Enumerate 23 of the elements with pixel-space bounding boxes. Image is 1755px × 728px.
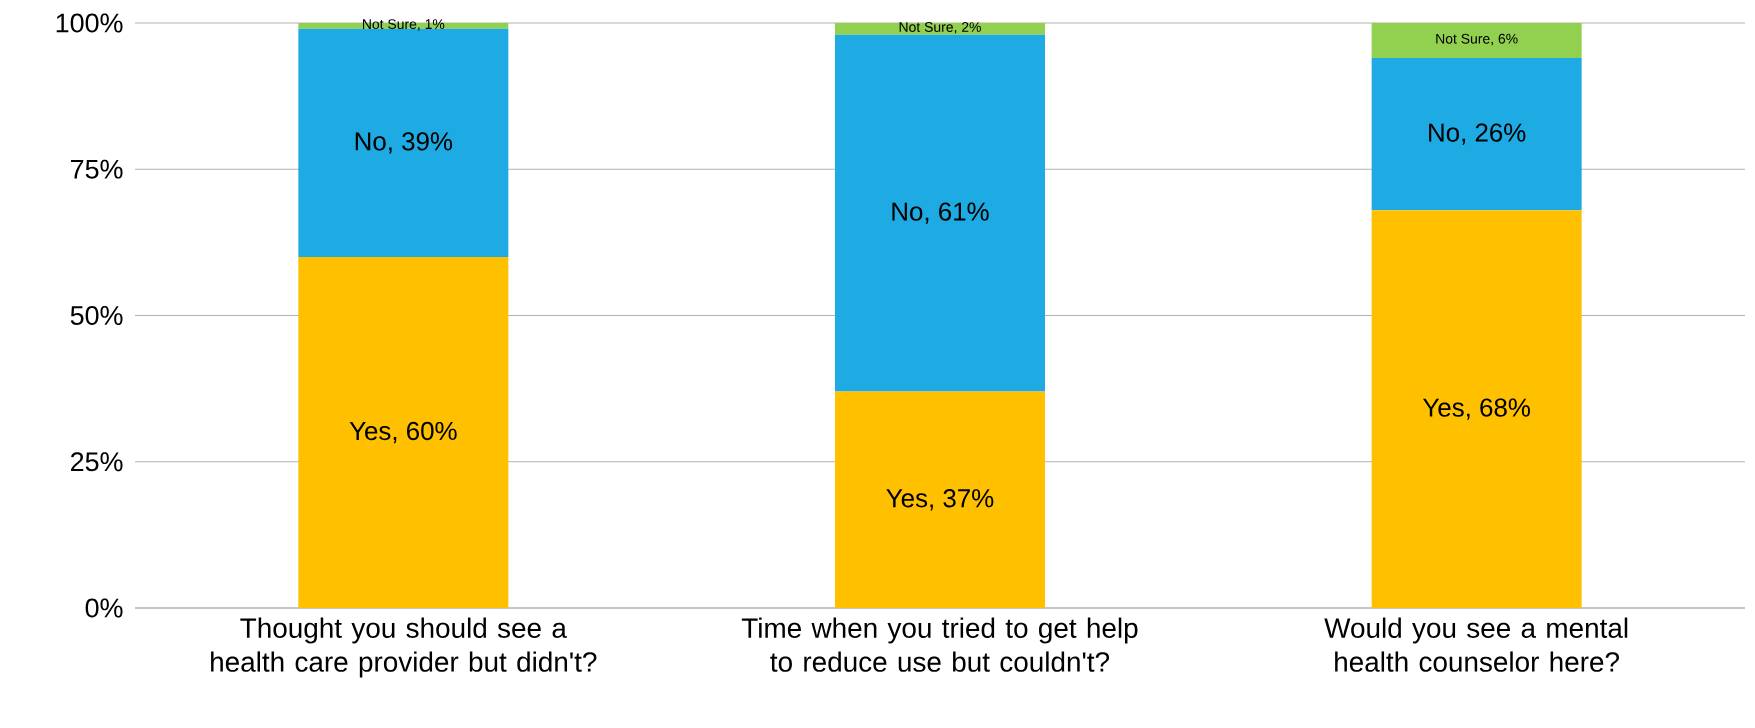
- data-label: Not Sure, 2%: [899, 22, 981, 34]
- data-label: No, 39%: [355, 132, 453, 154]
- y-tick-label: 0%: [85, 598, 123, 618]
- bar: [834, 34, 1045, 392]
- y-tick-label: 75%: [71, 159, 123, 179]
- bar: [834, 391, 1045, 608]
- x-tick-label: Would you see a mental health counselor here?: [1324, 617, 1628, 672]
- bar: [1371, 58, 1582, 211]
- data-label: Not Sure, 6%: [1436, 33, 1518, 46]
- data-label: Yes, 37%: [886, 489, 994, 511]
- y-tick-label: 50%: [70, 305, 123, 326]
- bar: [1371, 210, 1582, 608]
- data-label: No, 61%: [892, 202, 989, 224]
- x-tick-label: Time when you tried to get help to reduce use but couldn't?: [741, 617, 1138, 672]
- y-tick-label: 100%: [56, 13, 123, 33]
- bar: [298, 257, 509, 608]
- bar: [1371, 22, 1582, 59]
- x-tick-label: Thought you should see a health care provider but didn't?: [211, 617, 597, 678]
- data-label: Yes, 68%: [1422, 398, 1530, 420]
- bar: [834, 22, 1045, 35]
- y-tick-label: 25%: [71, 452, 123, 472]
- data-label: Yes, 60%: [349, 421, 457, 444]
- data-label: No, 26%: [1429, 123, 1526, 145]
